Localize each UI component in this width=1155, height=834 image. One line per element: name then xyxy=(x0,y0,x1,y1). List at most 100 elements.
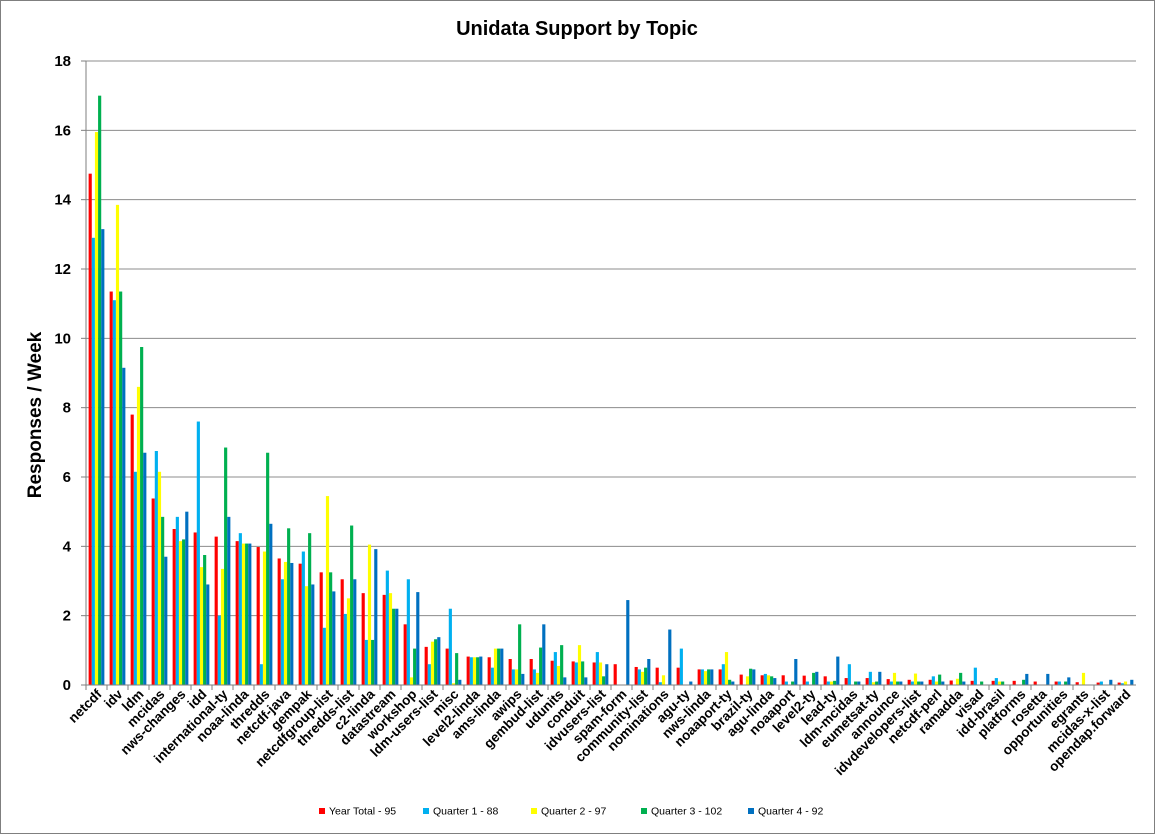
bar xyxy=(605,664,609,685)
bar xyxy=(466,656,470,685)
bar xyxy=(497,648,501,685)
bar xyxy=(479,656,483,685)
bar xyxy=(115,204,120,685)
bar xyxy=(970,680,974,685)
bar xyxy=(1081,672,1086,685)
bar xyxy=(392,608,396,685)
bar xyxy=(938,674,942,685)
bar xyxy=(907,679,911,685)
bar xyxy=(109,291,113,685)
bar xyxy=(343,613,347,685)
bar xyxy=(217,615,221,685)
bar xyxy=(269,523,273,685)
bar xyxy=(878,671,882,685)
bar xyxy=(613,664,617,685)
bar xyxy=(224,447,228,685)
bar xyxy=(304,586,309,685)
bar xyxy=(1075,682,1079,685)
bar xyxy=(178,541,183,685)
bar xyxy=(136,386,141,685)
bar xyxy=(833,680,837,685)
bar xyxy=(854,681,858,685)
bar xyxy=(661,675,666,685)
bar xyxy=(416,592,420,685)
bar xyxy=(112,300,116,685)
bar xyxy=(535,672,540,685)
bar xyxy=(508,659,512,685)
bar xyxy=(346,598,351,685)
bar xyxy=(875,681,879,685)
legend: Year Total - 95 Quarter 1 - 88 Quarter 2 -… xyxy=(319,806,824,818)
bar xyxy=(206,584,210,685)
bar xyxy=(794,659,798,685)
bar xyxy=(857,681,861,685)
bar xyxy=(941,681,945,685)
y-axis-ticks: 0 2 4 6 8 10 12 14 16 18 xyxy=(54,53,86,694)
bar xyxy=(784,681,788,685)
bar xyxy=(329,572,333,685)
bar xyxy=(374,549,378,685)
legend-label: Quarter 3 - 102 xyxy=(651,806,722,818)
bar xyxy=(781,675,785,685)
bar xyxy=(731,681,735,685)
bar xyxy=(871,682,876,685)
bar xyxy=(493,648,498,685)
bar xyxy=(676,667,680,685)
bar xyxy=(101,229,105,685)
bar xyxy=(1057,681,1061,685)
bar xyxy=(437,637,441,685)
bar xyxy=(133,471,137,685)
bar xyxy=(766,675,771,685)
bar xyxy=(199,567,204,685)
bar xyxy=(739,674,743,685)
y-tick-label: 14 xyxy=(54,192,71,209)
y-tick-label: 12 xyxy=(54,261,71,278)
bar xyxy=(157,471,162,685)
bar xyxy=(308,533,312,685)
bar-series xyxy=(88,95,1134,686)
bar xyxy=(364,639,368,685)
bar xyxy=(655,667,659,685)
legend-swatch xyxy=(319,808,325,814)
bar xyxy=(458,679,462,685)
bar xyxy=(689,681,693,685)
bar xyxy=(529,659,533,685)
bar xyxy=(815,671,819,685)
legend-swatch xyxy=(531,808,537,814)
bar xyxy=(256,547,260,685)
bar xyxy=(1033,681,1037,685)
bar xyxy=(325,496,330,685)
bar xyxy=(745,676,750,685)
bar xyxy=(322,627,326,685)
bar xyxy=(403,624,407,685)
y-tick-label: 6 xyxy=(63,469,71,486)
bar xyxy=(718,669,722,685)
bar xyxy=(487,657,491,685)
bar xyxy=(175,516,179,685)
bar xyxy=(949,680,953,685)
bar xyxy=(637,669,641,685)
bar xyxy=(227,516,231,685)
bar xyxy=(476,657,480,685)
bar xyxy=(1022,679,1026,685)
bar xyxy=(640,671,645,685)
bar xyxy=(829,681,834,685)
bar xyxy=(371,639,375,685)
bar xyxy=(469,657,473,685)
y-tick-label: 4 xyxy=(63,538,72,555)
bar xyxy=(896,681,900,685)
bar xyxy=(382,594,386,685)
bar xyxy=(130,414,134,685)
bar xyxy=(532,669,536,685)
bar xyxy=(550,660,554,685)
bar xyxy=(791,681,795,685)
bar xyxy=(1054,681,1058,685)
bar xyxy=(836,656,840,685)
bar xyxy=(367,544,372,685)
bar xyxy=(928,679,932,685)
bar xyxy=(266,452,270,685)
bar xyxy=(823,676,827,685)
legend-label: Year Total - 95 xyxy=(329,806,396,818)
